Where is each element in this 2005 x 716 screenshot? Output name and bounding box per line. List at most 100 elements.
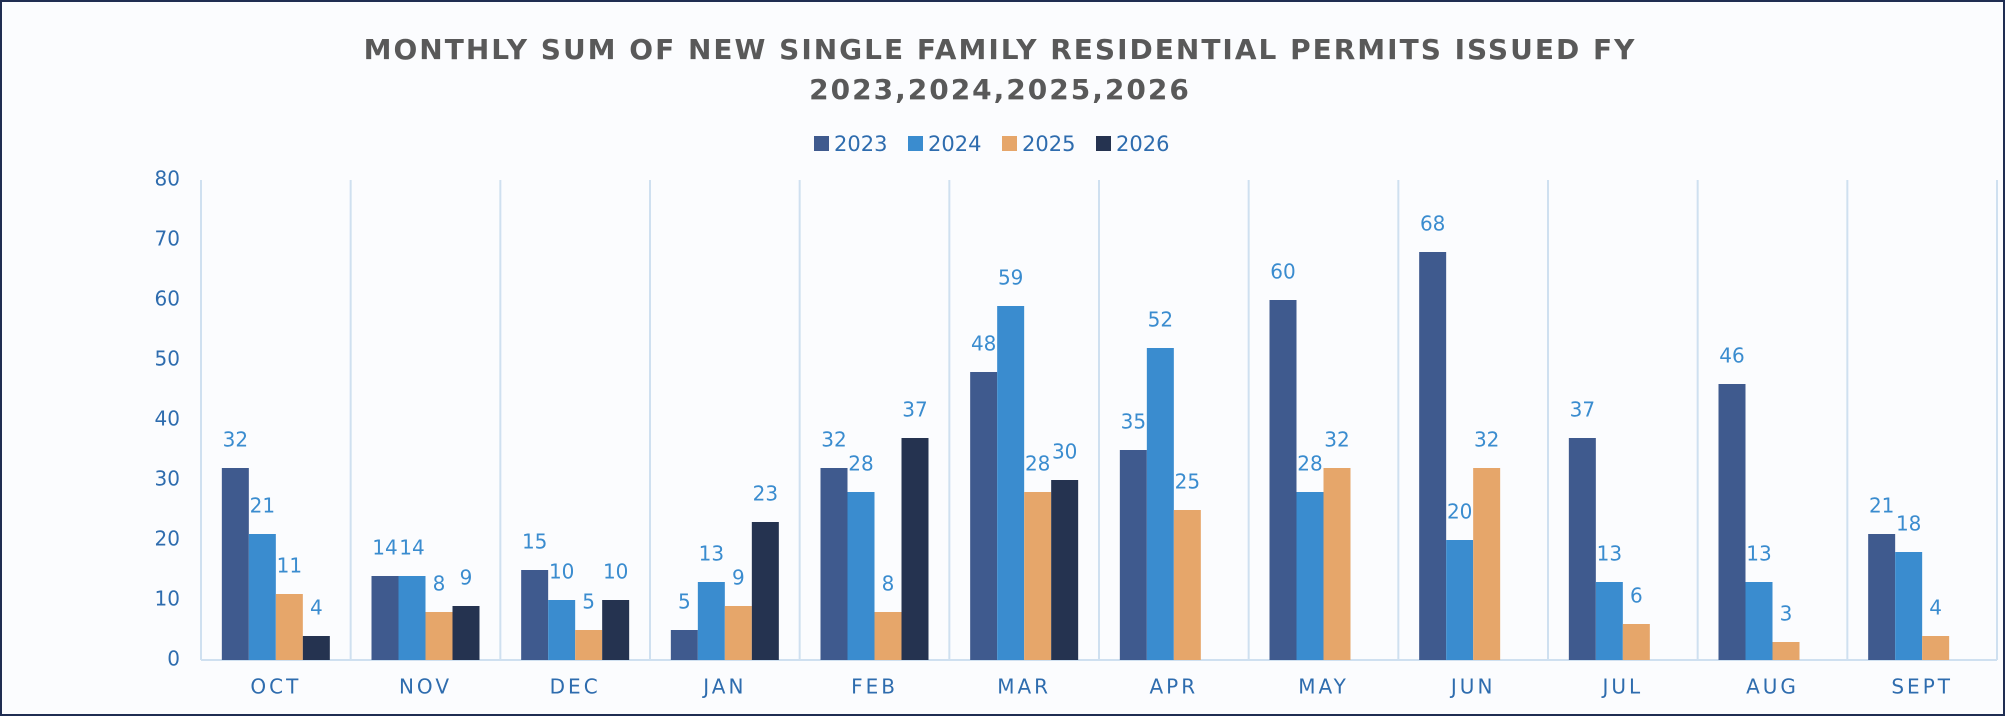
value-label: 5	[582, 590, 595, 614]
value-label: 21	[250, 494, 275, 518]
bar	[521, 570, 549, 660]
value-label: 32	[223, 428, 248, 452]
bar	[1922, 636, 1950, 660]
bar	[1419, 252, 1447, 660]
bar	[1446, 540, 1474, 660]
x-tick-label: OCT	[250, 675, 301, 699]
bar	[820, 468, 848, 660]
value-label: 52	[1148, 308, 1173, 332]
x-tick-label: APR	[1150, 675, 1199, 699]
bar	[874, 612, 902, 660]
value-label: 30	[1052, 440, 1077, 464]
bar	[452, 606, 480, 660]
bar	[398, 576, 426, 660]
value-label: 28	[848, 452, 873, 476]
bar	[302, 636, 330, 660]
x-tick-label: SEPT	[1891, 675, 1953, 699]
x-tick-label: MAR	[997, 675, 1051, 699]
value-label: 23	[753, 482, 778, 506]
legend-label: 2023	[834, 132, 887, 156]
x-tick-label: NOV	[399, 675, 452, 699]
bar	[275, 594, 303, 660]
value-label: 9	[732, 566, 745, 590]
value-label: 32	[1324, 428, 1349, 452]
bar	[1323, 468, 1351, 660]
bar	[1595, 582, 1623, 660]
value-label: 14	[399, 536, 424, 560]
value-label: 10	[603, 560, 628, 584]
legend-label: 2026	[1116, 132, 1169, 156]
value-label: 68	[1420, 212, 1445, 236]
value-label: 13	[699, 542, 724, 566]
y-tick-label: 30	[155, 467, 180, 491]
value-label: 32	[1474, 428, 1499, 452]
bar	[1119, 450, 1147, 660]
bar	[548, 600, 576, 660]
bar	[970, 372, 998, 660]
y-tick-label: 40	[155, 407, 180, 431]
legend-label: 2024	[928, 132, 981, 156]
bar	[997, 306, 1025, 660]
value-label: 5	[678, 590, 691, 614]
bar	[1622, 624, 1650, 660]
y-tick-label: 0	[167, 647, 180, 671]
y-tick-label: 60	[155, 287, 180, 311]
value-label: 21	[1869, 494, 1894, 518]
bar	[1868, 534, 1896, 660]
bar	[1269, 300, 1297, 660]
bar	[575, 630, 603, 660]
x-tick-label: AUG	[1746, 675, 1799, 699]
x-tick-label: FEB	[851, 675, 898, 699]
bar	[1146, 348, 1174, 660]
value-label: 20	[1447, 500, 1472, 524]
bar	[248, 534, 276, 660]
bar	[1772, 642, 1800, 660]
value-label: 28	[1297, 452, 1322, 476]
y-tick-label: 10	[155, 587, 180, 611]
bar	[751, 522, 779, 660]
bar	[221, 468, 249, 660]
bar	[670, 630, 698, 660]
bar	[371, 576, 399, 660]
y-tick-label: 70	[155, 227, 180, 251]
bar	[901, 438, 929, 660]
value-label: 13	[1746, 542, 1771, 566]
bar	[1296, 492, 1324, 660]
bar	[1173, 510, 1201, 660]
bar	[602, 600, 630, 660]
bar	[1745, 582, 1773, 660]
legend-swatch	[1002, 136, 1017, 151]
x-tick-label: JUL	[1600, 675, 1643, 699]
bar	[1718, 384, 1746, 660]
chart-title: MONTHLY SUM OF NEW SINGLE FAMILY RESIDEN…	[363, 33, 1637, 106]
value-label: 14	[372, 536, 397, 560]
value-label: 48	[971, 332, 996, 356]
x-tick-label: DEC	[550, 675, 601, 699]
value-label: 18	[1896, 512, 1921, 536]
value-label: 8	[882, 572, 895, 596]
value-label: 4	[1929, 596, 1942, 620]
bar	[425, 612, 453, 660]
legend-swatch	[908, 136, 923, 151]
value-label: 60	[1270, 260, 1295, 284]
value-label: 28	[1025, 452, 1050, 476]
value-label: 8	[433, 572, 446, 596]
y-tick-label: 50	[155, 347, 180, 371]
bar	[1024, 492, 1052, 660]
value-label: 11	[277, 554, 302, 578]
x-tick-label: JAN	[701, 675, 746, 699]
value-label: 37	[1570, 398, 1595, 422]
value-label: 6	[1630, 584, 1643, 608]
value-label: 37	[902, 398, 927, 422]
value-label: 15	[522, 530, 547, 554]
value-label: 13	[1597, 542, 1622, 566]
value-label: 10	[549, 560, 574, 584]
legend-swatch	[1096, 136, 1111, 151]
legend-label: 2025	[1022, 132, 1075, 156]
bar	[1568, 438, 1596, 660]
x-tick-label: JUN	[1449, 675, 1496, 699]
value-label: 32	[821, 428, 846, 452]
bar	[1051, 480, 1079, 660]
y-tick-label: 20	[155, 527, 180, 551]
value-label: 4	[310, 596, 323, 620]
